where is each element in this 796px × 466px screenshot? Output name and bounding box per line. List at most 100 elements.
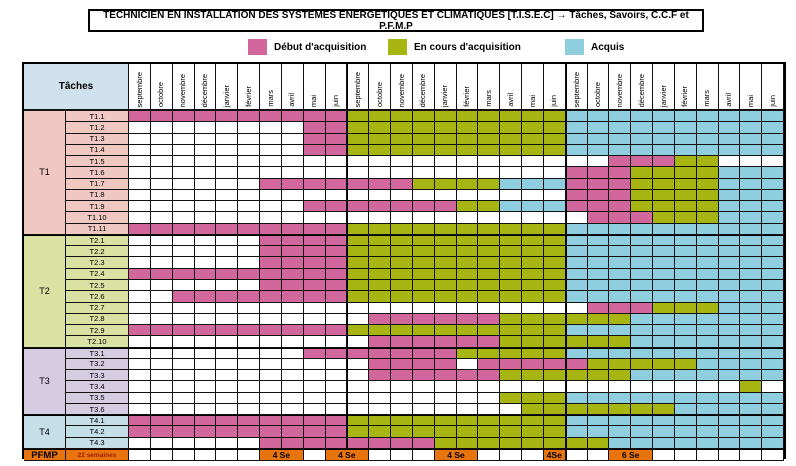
grid-cell — [412, 156, 435, 168]
grid-cell — [565, 415, 588, 427]
grid-cell — [172, 122, 195, 134]
grid-cell — [260, 201, 282, 213]
grid-cell — [172, 325, 195, 337]
grid-cell — [500, 156, 522, 168]
grid-cell — [434, 234, 457, 247]
month-header: avril — [718, 64, 741, 111]
month-header: mai — [522, 64, 544, 111]
grid-cell — [238, 167, 260, 179]
grid-cell — [325, 156, 348, 168]
grid-cell — [740, 167, 763, 179]
grid-cell — [696, 201, 719, 213]
grid-cell — [762, 268, 784, 280]
grid-cell — [391, 448, 413, 462]
month-header: septembre — [565, 64, 588, 111]
grid-cell — [347, 212, 370, 224]
grid-cell — [412, 381, 435, 393]
grid-cell — [478, 415, 501, 427]
grid-cell — [129, 415, 151, 427]
grid-cell — [653, 234, 675, 247]
grid-cell — [500, 268, 522, 280]
grid-cell — [609, 437, 632, 449]
grid-cell — [260, 426, 282, 438]
grid-cell — [762, 392, 784, 404]
grid-cell — [325, 144, 348, 157]
legend-item-encours: En cours d'acquisition — [388, 39, 521, 55]
grid-cell — [238, 336, 260, 348]
grid-cell — [281, 178, 304, 190]
month-header-label: juin — [549, 95, 559, 107]
grid-cell — [194, 313, 217, 326]
grid-cell — [347, 325, 370, 337]
grid-cell — [609, 234, 632, 247]
grid-cell — [260, 122, 282, 134]
grid-cell — [129, 257, 151, 269]
grid-cell — [347, 313, 370, 326]
grid-cell — [347, 279, 370, 292]
grid-cell — [762, 201, 784, 213]
grid-cell — [522, 246, 544, 258]
grid-cell — [325, 111, 348, 123]
grid-cell — [740, 201, 763, 213]
grid-cell — [456, 268, 479, 280]
month-header: avril — [500, 64, 522, 111]
grid-cell — [150, 403, 173, 416]
grid-cell — [565, 381, 588, 393]
grid-cell — [696, 212, 719, 224]
grid-cell — [478, 167, 501, 179]
grid-cell — [631, 325, 653, 337]
grid-cell — [522, 437, 544, 449]
grid-cell — [543, 336, 566, 348]
grid-cell — [522, 325, 544, 337]
grid-cell — [303, 279, 326, 292]
grid-cell — [762, 403, 784, 416]
grid-cell — [587, 178, 610, 190]
grid-cell — [238, 392, 260, 404]
grid-cell — [194, 358, 217, 371]
grid-cell — [565, 133, 588, 145]
grid-cell — [391, 291, 413, 303]
grid-cell — [565, 279, 588, 292]
grid-cell — [391, 223, 413, 235]
grid-cell — [543, 122, 566, 134]
month-header-label: novembre — [178, 73, 188, 107]
grid-cell — [478, 178, 501, 190]
month-header-label: avril — [505, 93, 515, 107]
grid-cell — [216, 268, 239, 280]
grid-cell — [150, 415, 173, 427]
grid-cell — [303, 144, 326, 157]
grid-cell — [543, 437, 566, 449]
grid-cell — [674, 325, 697, 337]
grid-cell — [412, 426, 435, 438]
grid-cell — [216, 133, 239, 145]
grid-cell — [522, 370, 544, 382]
grid-cell — [216, 167, 239, 179]
grid-cell — [522, 392, 544, 404]
grid-cell — [281, 189, 304, 202]
grid-cell — [696, 302, 719, 314]
month-header: septembre — [129, 64, 151, 111]
grid-cell — [369, 448, 391, 462]
grid-cell — [260, 291, 282, 303]
grid-cell — [434, 257, 457, 269]
grid-cell — [522, 336, 544, 348]
grid-cell — [674, 347, 697, 359]
grid-cell — [740, 144, 763, 157]
grid-cell — [391, 133, 413, 145]
month-header: septembre — [347, 64, 370, 111]
grid-cell — [740, 257, 763, 269]
grid-cell — [478, 189, 501, 202]
grid-cell — [260, 212, 282, 224]
grid-cell — [194, 336, 217, 348]
grid-cell — [609, 370, 632, 382]
grid-cell — [238, 381, 260, 393]
task-label: T4.1 — [66, 415, 129, 427]
grid-cell — [696, 325, 719, 337]
grid-cell — [325, 201, 348, 213]
grid-cell — [762, 448, 784, 462]
grid-cell — [369, 415, 391, 427]
grid-cell — [565, 325, 588, 337]
grid-cell — [565, 122, 588, 134]
grid-cell — [500, 178, 522, 190]
grid-cell — [522, 212, 544, 224]
